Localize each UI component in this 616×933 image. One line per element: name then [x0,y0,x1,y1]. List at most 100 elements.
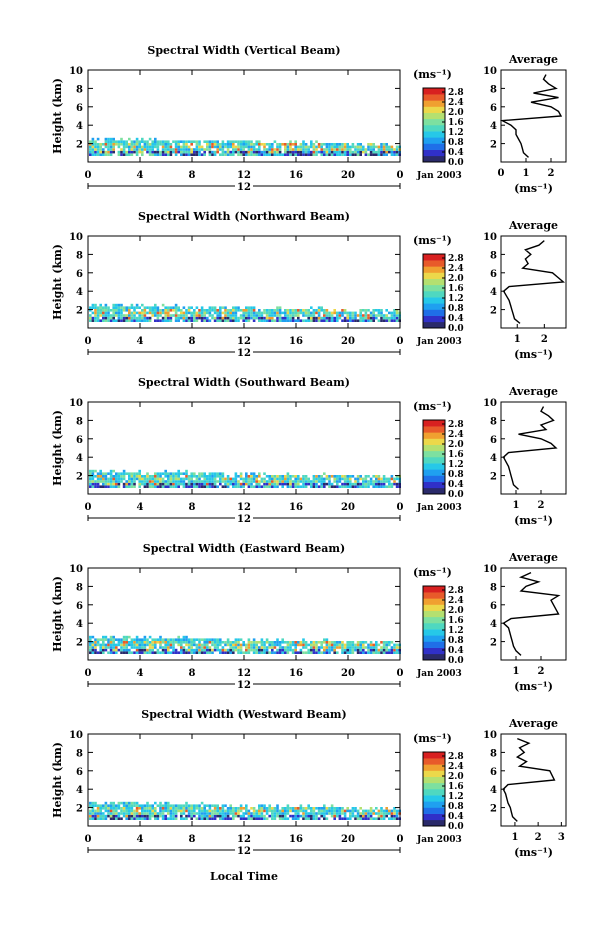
heatmap-cell [141,480,144,483]
heatmap-cell [375,475,378,478]
heatmap-cell [94,812,97,815]
heatmap-cell [143,807,147,810]
x-tick-label: 12 [237,336,251,347]
month-label: Jan 2003 [416,337,462,347]
heatmap-cell [211,309,214,312]
heatmap-cell [156,477,160,481]
heatmap-cell [224,643,227,647]
heatmap-cell [94,641,97,644]
heatmap-cell [138,143,141,146]
heatmap-cell [307,477,310,481]
heatmap-cell [190,150,193,154]
heatmap-cell [164,469,167,473]
heatmap-cell [195,314,199,317]
heatmap-cell [317,641,321,644]
heatmap-cell [320,480,323,483]
heatmap-cell [208,319,212,322]
heatmap-cell [307,316,310,320]
heatmap-cell [226,648,230,652]
heatmap-cell [122,140,126,143]
heatmap-cell [154,638,157,641]
heatmap-cell [96,807,100,810]
heatmap-cell [148,319,152,322]
heatmap-cell [130,804,134,807]
heatmap-cell [388,812,391,815]
heatmap-cell [354,148,357,151]
heatmap-cell [107,306,110,309]
colorbar-tick-label: 1.6 [448,616,464,626]
heatmap-cell [297,807,300,810]
heatmap-cell [258,319,261,322]
heatmap-cell [224,817,227,820]
heatmap-cell [356,643,360,647]
heatmap-cell [284,477,287,481]
heatmap-cell [104,801,108,805]
avg-y-tick-label: 8 [490,748,497,759]
heatmap-cell [148,635,152,639]
heatmap-cell [89,814,92,818]
heatmap-cell [128,480,131,483]
x-tick-label: 16 [289,668,303,679]
average-frame [500,235,567,329]
heatmap-cell [315,475,318,478]
heatmap-cell [206,646,209,649]
panel-1: Spectral Width (Northward Beam)108642Hei… [51,210,567,361]
heatmap-cell [99,480,102,483]
heatmap-cell [120,807,123,810]
x-tick-label: 12 [237,834,251,845]
heatmap-cell [200,648,204,652]
heatmap-cell [226,485,230,488]
heatmap-cell [351,643,355,647]
heatmap-cell [161,309,165,312]
heatmap-cell [328,143,331,146]
heatmap-cell [234,482,238,486]
heatmap-cell [99,319,102,322]
heatmap-cell [281,646,284,649]
heatmap-cell [310,812,313,815]
heatmap-cell [310,485,313,488]
heatmap-cell [109,475,113,478]
heatmap-cell [245,475,248,478]
heatmap-cell [221,480,225,483]
heatmap-cell [89,153,92,156]
heatmap-cell [133,150,136,154]
heatmap-cell [89,150,92,154]
heatmap-cell [169,809,173,813]
heatmap-cell [104,137,108,141]
heatmap-cell [312,150,316,154]
heatmap-cell [187,485,191,488]
heatmap-cell [187,475,191,478]
heatmap-cell [159,314,162,317]
heatmap-cell [320,485,323,488]
heatmap-cell [208,809,212,813]
heatmap-cell [377,145,381,149]
heatmap-cell [125,648,128,652]
heatmap-cell [159,638,162,641]
heatmap-cell [109,812,113,815]
heatmap-cell [89,140,92,143]
heatmap-cell [315,651,318,654]
heatmap-cell [294,319,297,322]
heatmap-cell [187,150,191,154]
colorbar-swatch [423,266,445,273]
heatmap-cell [151,648,154,652]
heatmap-cell [154,137,157,141]
heatmap-cell [180,812,183,815]
colorbar-swatch [423,586,445,593]
heatmap-cell [216,143,219,146]
heatmap-cell [312,643,316,647]
heatmap-cell [354,814,357,818]
heatmap-cell [117,804,121,807]
heatmap-cell [278,306,282,309]
heatmap-cell [213,143,217,146]
heatmap-cell [193,648,196,652]
heatmap-cell [367,651,370,654]
heatmap-cell [302,145,305,149]
heatmap-cell [325,646,329,649]
avg-x-label: (ms⁻¹) [514,514,553,527]
heatmap-cell [185,316,188,320]
heatmap-cell [307,814,310,818]
heatmap-cell [154,472,157,475]
avg-y-tick-label: 6 [490,601,497,612]
heatmap-cell [156,482,160,486]
